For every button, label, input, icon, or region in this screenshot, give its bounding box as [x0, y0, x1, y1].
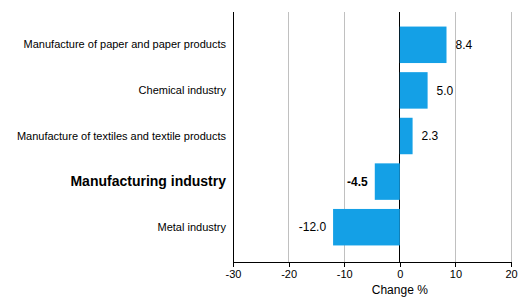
tick: Manufacture of textiles and textile prod… — [17, 130, 227, 142]
bar — [400, 72, 428, 108]
tick: 10 — [450, 262, 462, 280]
category-label: Manufacture of paper and paper products — [24, 38, 227, 50]
bar — [375, 163, 400, 199]
bar — [400, 27, 447, 63]
grid-line — [511, 12, 512, 262]
grid — [233, 12, 511, 262]
data-label: 8.4 — [456, 38, 473, 52]
grid-line — [288, 12, 289, 262]
bar — [400, 118, 413, 154]
tick-label: 10 — [450, 268, 462, 280]
data-label: 2.3 — [422, 129, 439, 143]
tick: Manufacture of paper and paper products — [24, 38, 227, 50]
tick-label: -20 — [281, 268, 297, 280]
category-label: Manufacturing industry — [70, 173, 226, 189]
tick-label: 0 — [397, 268, 403, 280]
tick-label: -10 — [337, 268, 353, 280]
data-label: -4.5 — [347, 175, 368, 189]
tick: -30 — [226, 262, 242, 280]
tick: 20 — [505, 262, 517, 280]
axis-line — [234, 263, 512, 268]
data-label: -12.0 — [299, 220, 327, 234]
category-label: Chemical industry — [139, 84, 227, 96]
tick-mark — [400, 262, 401, 267]
x-axis: -30 -20 -10 0 10 20 — [226, 262, 518, 280]
tick: Metal industry — [158, 221, 227, 233]
axis-line — [233, 12, 234, 262]
tick-label: 20 — [505, 268, 517, 280]
tick: 0 — [397, 262, 403, 280]
tick-mark — [344, 262, 345, 267]
category-label: Metal industry — [158, 221, 227, 233]
axis-title: Change % — [372, 283, 428, 297]
bar — [333, 209, 400, 245]
tick: Manufacturing industry — [70, 173, 226, 189]
grid-line — [233, 12, 234, 262]
chart: 8.4 5.0 2.3 -4.5 -12.0 Manufacture of paper a… — [0, 0, 525, 300]
data-labels: 8.4 5.0 2.3 -4.5 -12.0 — [299, 38, 473, 234]
tick: -10 — [337, 262, 353, 280]
tick: Chemical industry — [139, 84, 227, 96]
bars — [333, 27, 446, 246]
tick-mark — [233, 262, 234, 267]
y-axis: Manufacture of paper and paper products C… — [17, 38, 227, 232]
tick-label: -30 — [226, 268, 242, 280]
plot: 8.4 5.0 2.3 -4.5 -12.0 Manufacture of paper a… — [17, 12, 518, 280]
tick: -20 — [281, 262, 297, 280]
tick-mark — [455, 262, 456, 267]
data-label: 5.0 — [437, 84, 454, 98]
category-label: Manufacture of textiles and textile prod… — [17, 130, 227, 142]
tick-mark — [511, 262, 512, 267]
tick-mark — [289, 262, 290, 267]
